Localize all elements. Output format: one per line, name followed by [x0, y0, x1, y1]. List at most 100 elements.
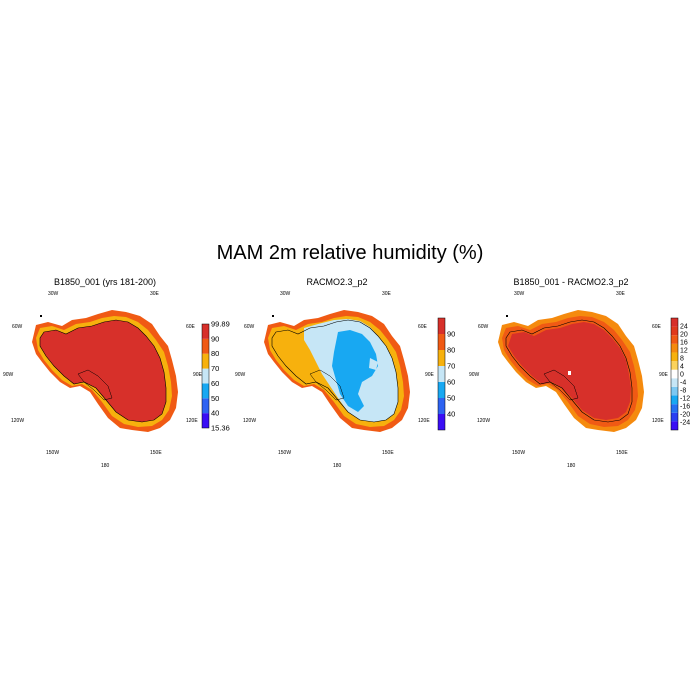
lon-label: 120W — [477, 418, 490, 424]
lon-label: 120E — [418, 418, 430, 424]
colorbar-label: 80 — [447, 346, 455, 355]
colorbar-label: -4 — [680, 380, 686, 387]
lon-label: 150E — [150, 450, 162, 456]
colorbar-segment — [671, 369, 678, 379]
lon-label: 120W — [11, 418, 24, 424]
lon-label: 90E — [425, 372, 435, 378]
colorbar-segment — [438, 398, 445, 414]
panel-title: B1850_001 - RACMO2.3_p2 — [513, 277, 629, 287]
lon-label: 120W — [243, 418, 256, 424]
lon-label: 90E — [659, 372, 669, 378]
colorbar-segment — [438, 318, 445, 334]
colorbar-segment — [202, 353, 209, 369]
colorbar-label: 40 — [447, 410, 455, 419]
colorbar-segment — [202, 324, 209, 339]
lon-label: 60E — [652, 324, 662, 330]
colorbar-frame — [670, 317, 679, 431]
colorbar-segment — [438, 382, 445, 398]
colorbar-segment — [438, 334, 445, 350]
colorbar-segment — [671, 378, 678, 387]
colorbar-segment — [438, 414, 445, 430]
colorbar-segment — [671, 318, 678, 327]
antarctica-map: 30W 30E 60W 60E 90W 90E 120W 120E 150W 1… — [235, 291, 455, 469]
colorbar-label: 8 — [680, 356, 684, 363]
antarctica-map: 30W 30E 60W 60E 90W 90E 120W 120E 150W 1… — [3, 291, 230, 469]
lon-label: 150E — [382, 450, 394, 456]
lon-label: 180 — [333, 463, 342, 469]
lon-label: 30W — [280, 291, 291, 297]
longitude-labels: 30W 30E 60W 60E 90W 90E 120W 120E 150W 1… — [235, 291, 435, 469]
lon-label: 30E — [150, 291, 160, 297]
colorbar-label: -24 — [680, 420, 690, 427]
longitude-labels: 30W 30E 60W 60E 90W 90E 120W 120E 150W 1… — [469, 291, 669, 469]
lon-label: 90W — [3, 372, 14, 378]
colorbar-segment — [438, 350, 445, 366]
colorbar-segment — [671, 326, 678, 336]
lon-label: 30E — [382, 291, 392, 297]
colorbar-label: 60 — [211, 379, 219, 388]
lon-label: 60E — [418, 324, 428, 330]
lon-label: 60W — [478, 324, 489, 330]
lon-label: 60W — [244, 324, 255, 330]
colorbar-label: 12 — [680, 348, 688, 355]
colorbar-label: 40 — [211, 409, 219, 418]
colorbar-label: 70 — [447, 362, 455, 371]
colorbar-segment — [671, 386, 678, 396]
colorbar-frame — [201, 323, 210, 429]
lon-label: 120E — [186, 418, 198, 424]
lon-label: 150W — [512, 450, 525, 456]
lon-label: 90W — [235, 372, 246, 378]
colorbar: 90 80 70 60 50 40 — [437, 317, 455, 431]
colorbar-segment — [671, 343, 678, 353]
colorbar-segment — [671, 412, 678, 422]
colorbar-label: -20 — [680, 412, 690, 419]
panel-model: B1850_001 (yrs 181-200) 30W 30E 60W 60E … — [0, 270, 230, 480]
lon-label: 90W — [469, 372, 480, 378]
lon-label: 30E — [616, 291, 626, 297]
colorbar-segment — [671, 352, 678, 362]
figure-title: MAM 2m relative humidity (%) — [216, 242, 484, 264]
colorbar-label: 16 — [680, 340, 688, 347]
longitude-labels: 30W 30E 60W 60E 90W 90E 120W 120E 150W 1… — [3, 291, 203, 469]
lon-label: 120E — [652, 418, 664, 424]
colorbar-segment — [671, 421, 678, 430]
lon-label: 180 — [101, 463, 110, 469]
colorbar-label: 60 — [447, 378, 455, 387]
colorbar-label: 20 — [680, 332, 688, 339]
lon-label: 180 — [567, 463, 576, 469]
panel-difference: B1850_001 - RACMO2.3_p2 30W 30E 60W 60E … — [466, 270, 696, 480]
colorbar-segment — [202, 383, 209, 399]
colorbar-segment — [438, 366, 445, 382]
panel-title: B1850_001 (yrs 181-200) — [53, 277, 157, 287]
map-racmo-field — [264, 310, 410, 432]
colorbar-segment — [202, 398, 209, 414]
map-difference-field — [498, 310, 644, 432]
lon-label: 150W — [278, 450, 291, 456]
colorbar-label: 0 — [680, 372, 684, 379]
colorbar-label: 50 — [447, 394, 455, 403]
panel-racmo: RACMO2.3_p2 30W 30E 60W 60E 90W 90E 120W… — [232, 270, 462, 480]
lon-label: 150E — [616, 450, 628, 456]
lon-label: 30W — [514, 291, 525, 297]
colorbar-label: 80 — [211, 349, 219, 358]
colorbar-label: 15.36 — [211, 424, 230, 433]
lon-label: 150W — [46, 450, 59, 456]
lon-label: 90E — [193, 372, 203, 378]
antarctica-map: 30W 30E 60W 60E 90W 90E 120W 120E 150W 1… — [469, 291, 690, 469]
colorbar-segment — [671, 395, 678, 405]
colorbar-label: 99.89 — [211, 320, 230, 329]
colorbar-label: 50 — [211, 394, 219, 403]
colorbar-label: 4 — [680, 364, 684, 371]
colorbar-segment — [671, 404, 678, 413]
colorbar-segment — [202, 413, 209, 428]
colorbar-segment — [202, 368, 209, 384]
colorbar-segment — [671, 361, 678, 370]
colorbar-label: 90 — [447, 330, 455, 339]
colorbar-segment — [671, 335, 678, 344]
panel-title: RACMO2.3_p2 — [306, 277, 368, 287]
lon-label: 60W — [12, 324, 23, 330]
colorbar-frame — [437, 317, 446, 431]
colorbar: 99.89 90 80 70 60 50 40 15.36 — [201, 320, 230, 433]
lon-label: 30W — [48, 291, 59, 297]
